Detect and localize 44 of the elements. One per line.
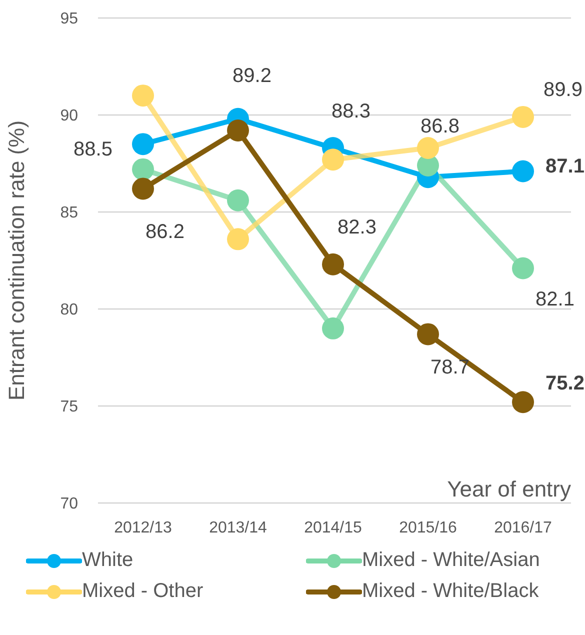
data-label: 88.5 [74, 138, 112, 160]
y-tick-label: 95 [60, 10, 78, 28]
point [512, 257, 534, 280]
legend-label: Mixed - Other [82, 580, 204, 603]
x-tick-label: 2015/16 [399, 519, 458, 536]
point [227, 120, 249, 142]
data-label: 82.1 [536, 288, 574, 311]
y-axis-title: Entrant continuation rate (%) [4, 120, 29, 401]
data-label: 86.8 [420, 115, 460, 138]
point [512, 391, 534, 414]
x-tick-label: 2014/15 [304, 519, 362, 536]
point [132, 158, 154, 180]
data-label: 82.3 [338, 216, 376, 239]
x-tick-label: 2013/14 [209, 519, 268, 536]
legend-label: White [82, 549, 134, 572]
point [227, 228, 249, 250]
point [417, 323, 439, 346]
data-label: 88.3 [332, 100, 370, 122]
point [512, 106, 534, 128]
x-tick-label: 2012/13 [114, 519, 172, 536]
data-label: 89.2 [232, 64, 272, 87]
y-tick-label: 70 [60, 496, 78, 513]
point [512, 160, 534, 182]
data-label: 89.9 [544, 79, 582, 102]
point [132, 178, 154, 200]
y-tick-label: 85 [60, 204, 78, 222]
point [227, 189, 249, 212]
point [417, 136, 439, 159]
y-tick-label: 80 [60, 302, 78, 319]
x-tick-label: 2016/17 [494, 519, 552, 536]
data-label: 78.7 [430, 356, 470, 378]
data-label: 87.1 [546, 156, 584, 178]
y-tick-label: 90 [60, 108, 78, 125]
legend-label: Mixed - White/Black [362, 580, 539, 603]
y-tick-label: 75 [60, 398, 78, 416]
point [322, 317, 344, 340]
point [322, 148, 344, 171]
point [322, 253, 344, 276]
x-axis-title: Year of entry [447, 476, 571, 502]
data-label: 86.2 [146, 221, 184, 243]
point [132, 84, 154, 107]
point [132, 133, 154, 156]
data-label: 75.2 [546, 372, 584, 394]
legend-label: Mixed - White/Asian [362, 549, 540, 572]
